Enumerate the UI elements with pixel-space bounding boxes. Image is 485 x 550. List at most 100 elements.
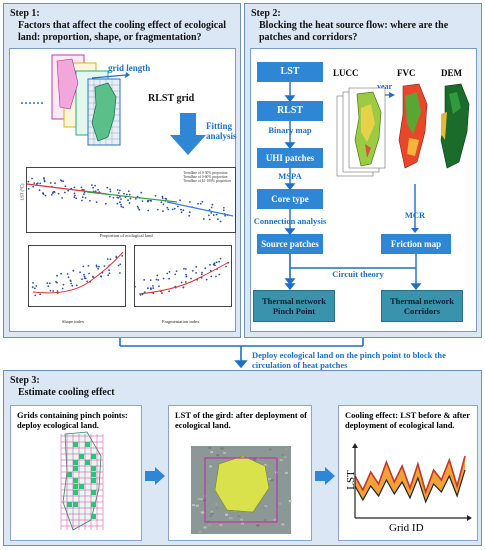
scatter-point <box>154 194 157 197</box>
arrow-card1-card2 <box>145 467 165 485</box>
scatter-point <box>79 271 81 274</box>
scatter-point <box>83 275 86 278</box>
scatter-point <box>184 281 187 283</box>
circuit-connectors <box>284 254 422 291</box>
scatter-point <box>107 274 110 277</box>
pinch-cell <box>91 514 96 519</box>
scatter-point <box>31 286 34 289</box>
pinch-point-box: Thermal network Pinch Point <box>253 290 335 322</box>
scatter-point <box>134 285 136 288</box>
scatter-point <box>48 282 51 285</box>
scatter-point <box>167 208 170 211</box>
scatter-point <box>44 194 47 197</box>
scatter-point <box>87 265 90 267</box>
scatter-point <box>47 285 50 288</box>
scatter-point <box>188 211 191 214</box>
scatter-point <box>69 279 72 282</box>
grid-length-label: grid length <box>108 63 151 73</box>
fvc-label: FVC <box>397 68 416 78</box>
rlst-grid-label: RLST grid <box>148 93 195 104</box>
scatter-point <box>75 284 78 287</box>
scatter-point <box>128 202 131 204</box>
scatter-point <box>120 203 122 206</box>
scatter-point <box>180 281 183 284</box>
scatter-point <box>152 287 155 289</box>
dem-label: DEM <box>441 68 462 78</box>
connector-text: Deploy ecological land on the pinch poin… <box>252 350 446 370</box>
scatter-point <box>61 197 63 199</box>
scatter-point <box>108 269 110 272</box>
scatter-point <box>34 294 37 297</box>
scatter-point <box>140 191 143 194</box>
scatter-point <box>32 282 34 284</box>
scatter-point <box>127 190 130 193</box>
pinch-cell <box>73 478 78 483</box>
scatter-point <box>70 282 73 285</box>
scatter-point <box>91 275 94 278</box>
scatter-point <box>218 260 220 263</box>
pinch-cell <box>73 460 78 465</box>
scatter-point <box>116 196 119 199</box>
scatter-point <box>94 190 97 193</box>
pinch-grid-map <box>60 431 104 531</box>
scatter-point <box>143 291 146 293</box>
scatter-point <box>106 186 109 189</box>
scatter-point <box>188 214 191 217</box>
pinch-cell <box>85 460 90 465</box>
scatter-point <box>210 212 213 214</box>
scatter-point <box>67 276 70 279</box>
scatter-point <box>27 188 30 190</box>
legend-item-0-60: Trendline of 0-60% proportion <box>183 175 228 179</box>
scatter-point <box>104 202 107 205</box>
pinch-cell <box>73 490 78 495</box>
pinch-cell <box>73 466 78 471</box>
scatter-point <box>39 293 41 296</box>
scatter-point <box>219 220 222 223</box>
scatter-point <box>174 273 177 276</box>
scatter-point <box>43 180 46 183</box>
scatter-point <box>91 184 93 186</box>
scatter-point <box>39 182 42 185</box>
scatter-point <box>157 279 160 281</box>
scatter-point <box>166 272 169 275</box>
scatter-point <box>116 202 119 205</box>
scatter-point <box>147 209 150 212</box>
scatter-point <box>120 205 123 208</box>
scatter-point <box>183 267 185 270</box>
connector-arrows <box>119 338 364 369</box>
scatter-point <box>100 275 103 278</box>
scatter-point <box>116 189 119 191</box>
scatter-point <box>215 275 217 278</box>
pinch-cell <box>79 484 84 489</box>
scatter-point <box>149 199 152 202</box>
scatter-point <box>36 182 39 185</box>
pinch-cell <box>67 502 72 507</box>
scatter-point <box>152 292 155 295</box>
scatter-point <box>137 207 140 209</box>
scatter-xlabel: Proportion of ecological land <box>100 233 153 238</box>
scatter-point <box>117 192 120 194</box>
scatter-point <box>82 265 85 268</box>
scatter-point <box>127 199 129 202</box>
core-type-box: Core type <box>257 189 323 209</box>
scatter-point <box>168 290 170 293</box>
scatter-point <box>95 201 98 204</box>
scatter-point <box>224 214 227 217</box>
step1-panel: Step 1: Factors that affect the cooling … <box>3 3 241 338</box>
scatter-point <box>80 186 83 189</box>
scatter-point <box>225 265 227 268</box>
scatter-point <box>92 186 94 189</box>
scatter-point <box>52 290 55 292</box>
scatter-point <box>149 279 152 281</box>
scatter-point <box>210 206 213 209</box>
dots-label: …… <box>20 93 44 107</box>
scatter-point <box>213 263 216 265</box>
scatter-point <box>60 179 62 181</box>
scatter-point <box>54 182 56 185</box>
scatter-point <box>97 267 99 270</box>
scatter-point <box>215 261 218 264</box>
step2-panel: Step 2: Blocking the heat source flow: w… <box>244 3 482 338</box>
lst-box: LST <box>257 62 323 82</box>
scatter-point <box>73 192 76 195</box>
scatter-point <box>136 205 139 208</box>
